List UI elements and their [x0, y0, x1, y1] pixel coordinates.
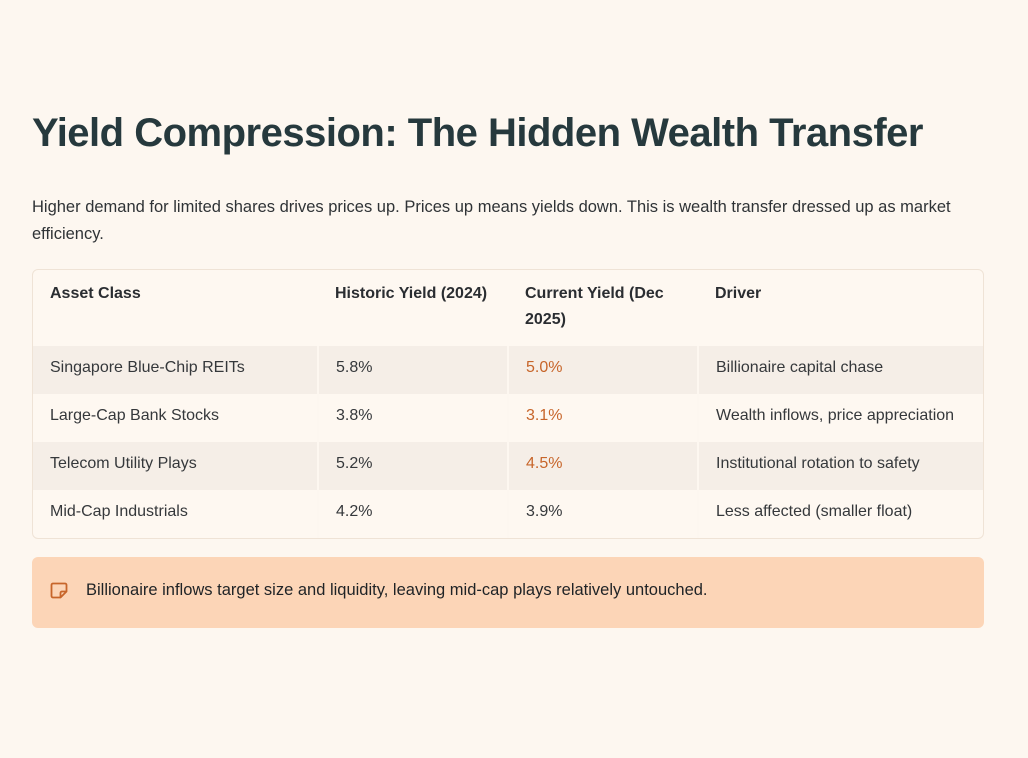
callout-box: Billionaire inflows target size and liqu…	[32, 557, 984, 628]
cell-asset-class: Large-Cap Bank Stocks	[50, 407, 219, 424]
page: Yield Compression: The Hidden Wealth Tra…	[32, 108, 984, 628]
cell-current-yield: 4.5%	[507, 442, 698, 490]
yield-table: Asset Class Historic Yield (2024) Curren…	[33, 270, 983, 538]
table-row: Telecom Utility Plays 5.2% 4.5% Institut…	[33, 442, 983, 490]
cell-historic-yield: 3.8%	[317, 394, 508, 442]
header-asset-class: Asset Class	[50, 285, 141, 302]
cell-current-yield: 3.1%	[507, 394, 698, 442]
cell-asset-class: Telecom Utility Plays	[33, 442, 318, 490]
cell-current-yield: 5.0%	[507, 346, 698, 394]
cell-historic-yield: 5.8%	[317, 346, 508, 394]
table-row: Mid-Cap Industrials 4.2% 3.9% Less affec…	[33, 490, 983, 538]
page-title: Yield Compression: The Hidden Wealth Tra…	[32, 111, 924, 155]
cell-driver: Less affected (smaller float)	[697, 490, 983, 538]
table-row: Singapore Blue-Chip REITs 5.8% 5.0% Bill…	[33, 346, 983, 394]
note-icon	[50, 581, 68, 599]
cell-driver: Wealth inflows, price appreciation	[697, 394, 983, 442]
cell-historic-yield: 4.2%	[317, 490, 508, 538]
header-current-yield: Current Yield (Dec 2025)	[525, 285, 664, 328]
table-header-row: Asset Class Historic Yield (2024) Curren…	[33, 270, 983, 346]
cell-historic-yield: 5.2%	[317, 442, 508, 490]
yield-table-card: Asset Class Historic Yield (2024) Curren…	[32, 269, 984, 539]
header-historic-yield: Historic Yield (2024)	[335, 285, 488, 302]
cell-driver: Institutional rotation to safety	[697, 442, 983, 490]
cell-current-yield: 3.9%	[507, 490, 698, 538]
cell-asset-class: Singapore Blue-Chip REITs	[33, 346, 318, 394]
table-row: Large-Cap Bank Stocks 3.8% 3.1% Wealth i…	[33, 394, 983, 442]
cell-driver: Billionaire capital chase	[697, 346, 983, 394]
cell-asset-class: Mid-Cap Industrials	[50, 503, 188, 520]
header-driver: Driver	[715, 285, 762, 302]
callout-text: Billionaire inflows target size and liqu…	[86, 580, 708, 599]
page-subtitle: Higher demand for limited shares drives …	[32, 198, 951, 243]
